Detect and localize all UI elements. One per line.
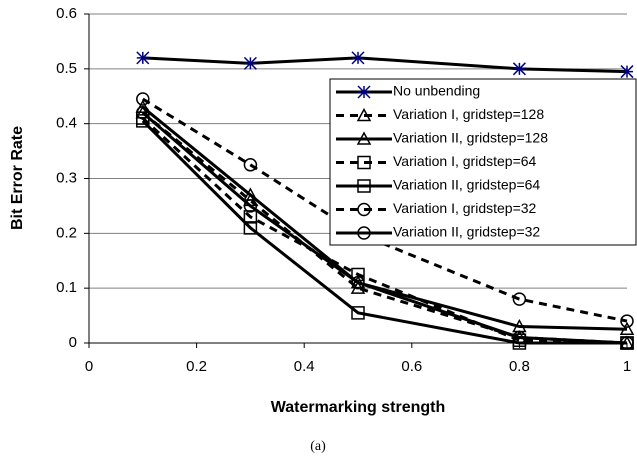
marker: [351, 275, 365, 290]
y-tick-label: 0.6: [56, 5, 77, 22]
marker: [357, 226, 371, 240]
marker: [357, 85, 371, 99]
y-tick-label: 0.2: [56, 224, 77, 241]
marker: [357, 202, 371, 217]
marker: [620, 65, 634, 79]
y-tick-label: 0: [69, 334, 77, 351]
marker: [356, 107, 372, 122]
marker: [357, 155, 371, 170]
marker: [512, 336, 527, 350]
marker: [620, 336, 634, 350]
marker: [512, 62, 526, 76]
x-tick-label: 0.2: [186, 358, 207, 375]
legend-label: Variation II, gridstep=32: [393, 224, 540, 240]
marker: [350, 275, 366, 289]
marker: [619, 335, 635, 349]
marker: [136, 114, 150, 128]
legend-label: Variation II, gridstep=64: [393, 177, 540, 193]
x-tick-label: 0: [85, 358, 93, 375]
y-tick-label: 0.1: [56, 279, 77, 296]
marker: [356, 131, 372, 145]
marker: [351, 51, 365, 65]
marker: [512, 292, 527, 306]
y-tick-label: 0.5: [56, 60, 77, 77]
y-tick-label: 0.3: [56, 169, 77, 186]
marker: [620, 314, 634, 328]
series-line: [141, 119, 627, 345]
marker: [243, 221, 258, 235]
x-tick-label: 0.8: [509, 358, 530, 375]
marker: [136, 51, 150, 65]
series-line: [141, 117, 628, 345]
marker: [512, 330, 527, 345]
legend-label: No unbending: [393, 83, 480, 99]
y-axis-title: Bit Error Rate: [9, 126, 26, 230]
marker: [243, 56, 257, 70]
x-tick-label: 0.4: [294, 358, 315, 375]
caption: (a): [310, 439, 326, 454]
x-tick-label: 1: [623, 358, 631, 375]
marker: [351, 306, 365, 320]
marker: [243, 199, 258, 213]
x-tick-label: 0.6: [401, 358, 422, 375]
x-axis-title: Watermarking strength: [271, 399, 446, 416]
marker: [357, 179, 371, 193]
marker: [136, 92, 150, 106]
legend-label: Variation I, gridstep=32: [393, 200, 537, 216]
legend: No unbending Variation I, gridstep=128 Var…: [329, 78, 637, 246]
legend-label: Variation I, gridstep=64: [393, 153, 537, 169]
series-line: [142, 56, 628, 74]
legend-label: Variation I, gridstep=128: [393, 106, 544, 122]
legend-label: Variation II, gridstep=128: [393, 130, 548, 146]
marker: [136, 105, 150, 120]
y-tick-label: 0.4: [56, 115, 77, 132]
marker: [243, 158, 258, 172]
marker: [619, 321, 635, 336]
